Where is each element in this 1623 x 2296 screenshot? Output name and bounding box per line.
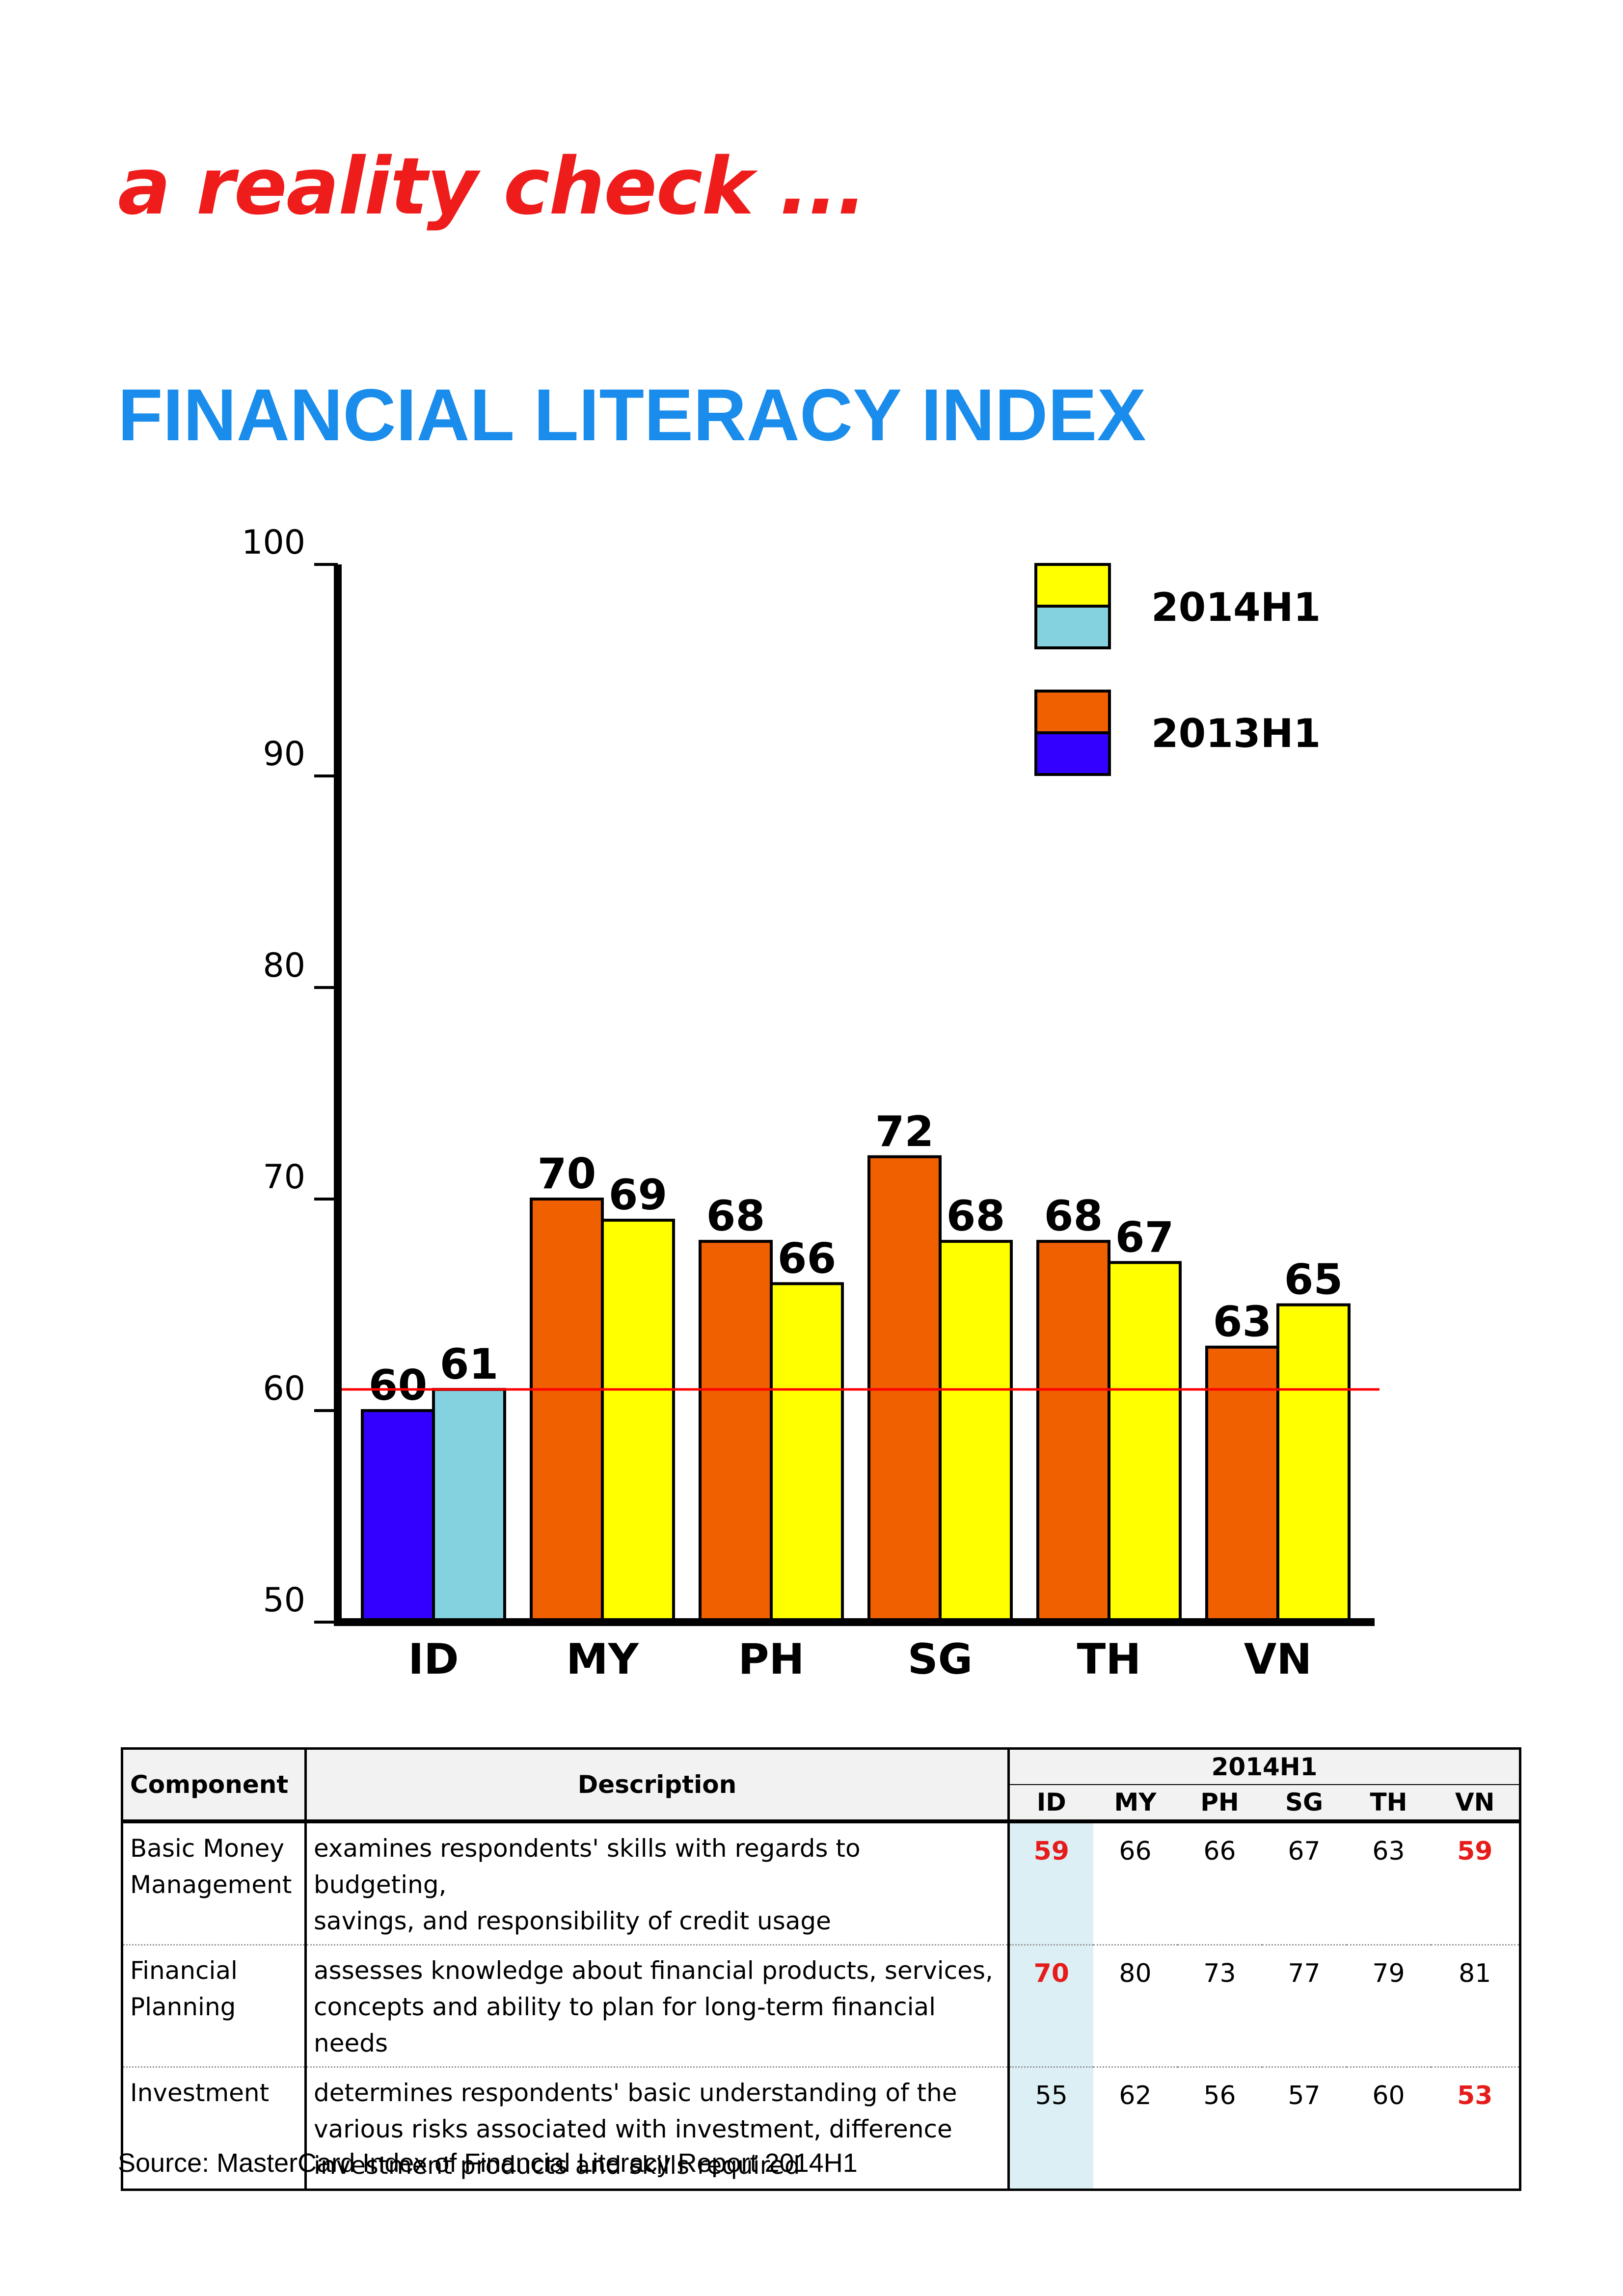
header-country-th: TH — [1346, 1785, 1431, 1823]
data-label: 66 — [778, 1234, 837, 1283]
data-label: 70 — [538, 1149, 596, 1199]
value-cell: 66 — [1177, 1821, 1262, 1946]
data-label: 63 — [1213, 1298, 1272, 1347]
value-cell: 60 — [1346, 2067, 1431, 2191]
value-cell: 81 — [1431, 1945, 1522, 2068]
components-table: Component Description 2014H1 ID MY PH SG TH V… — [121, 1747, 1522, 2191]
x-category-label: SG — [908, 1635, 973, 1684]
x-category-label: VN — [1244, 1635, 1312, 1684]
bar-th-2014h1 — [1108, 1261, 1182, 1624]
header-country-ph: PH — [1177, 1785, 1262, 1823]
value-cell: 77 — [1262, 1945, 1347, 2068]
data-label: 61 — [440, 1340, 499, 1389]
bar-sg-2014h1 — [939, 1240, 1013, 1624]
value-cell: 55 — [1008, 2067, 1093, 2191]
legend-label-2013: 2013H1 — [1151, 711, 1321, 756]
legend-swatch-2014-bottom — [1034, 605, 1111, 649]
header-country-id: ID — [1007, 1785, 1093, 1823]
value-cell: 62 — [1093, 2067, 1178, 2191]
data-label: 72 — [875, 1107, 934, 1156]
page-heading: a reality check ... — [118, 140, 867, 232]
data-label: 68 — [947, 1192, 1005, 1241]
bar-id-2014h1 — [432, 1388, 506, 1624]
value-cell: 70 — [1008, 1945, 1093, 2068]
bar-ph-2013h1 — [699, 1240, 773, 1624]
x-category-label: TH — [1077, 1635, 1141, 1684]
value-cell: 80 — [1093, 1945, 1178, 2068]
table-row: Investment determines respondents' basic … — [121, 2067, 1522, 2191]
table-row: Basic Money Management examines respondent… — [121, 1821, 1522, 1946]
header-description: Description — [304, 1747, 1010, 1823]
bar-th-2013h1 — [1036, 1240, 1110, 1624]
y-tick-label: 80 — [263, 946, 305, 985]
value-cell: 57 — [1262, 2067, 1347, 2191]
description-cell: assesses knowledge about financial produ… — [305, 1945, 1010, 2068]
value-cell: 67 — [1262, 1821, 1347, 1946]
data-label: 60 — [369, 1361, 428, 1410]
x-category-label: ID — [408, 1635, 459, 1684]
header-group: 2014H1 — [1007, 1747, 1522, 1785]
y-tick-label: 70 — [263, 1158, 305, 1197]
value-cell: 73 — [1177, 1945, 1262, 2068]
value-cell: 79 — [1346, 1945, 1431, 2068]
description-cell: examines respondents' skills with regard… — [305, 1821, 1010, 1946]
legend-swatch-2014-top — [1034, 563, 1111, 608]
bar-ph-2014h1 — [770, 1282, 844, 1624]
legend-swatch-2013-bottom — [1034, 731, 1111, 776]
data-label: 68 — [1044, 1192, 1103, 1241]
value-cell: 56 — [1177, 2067, 1262, 2191]
component-cell: Investment — [121, 2067, 307, 2191]
header-country-vn: VN — [1431, 1785, 1522, 1823]
y-tick-label: 60 — [263, 1369, 305, 1408]
description-cell: determines respondents' basic understand… — [305, 2067, 1010, 2191]
bar-my-2014h1 — [601, 1219, 675, 1624]
component-cell: Basic Money Management — [121, 1821, 307, 1946]
value-cell: 59 — [1008, 1821, 1093, 1946]
table-row: Financial Planning assesses knowledge abou… — [121, 1945, 1522, 2068]
component-cell: Financial Planning — [121, 1945, 307, 2068]
chart-title: FINANCIAL LITERACY INDEX — [118, 374, 1146, 456]
data-label: 65 — [1284, 1255, 1343, 1305]
value-cell: 63 — [1346, 1821, 1431, 1946]
source-note: Source: MasterCard Index of Financial Li… — [118, 2148, 858, 2178]
value-cell: 66 — [1093, 1821, 1178, 1946]
data-label: 69 — [609, 1171, 668, 1220]
value-cell: 59 — [1431, 1821, 1522, 1946]
x-category-label: MY — [566, 1635, 640, 1684]
legend-swatch-2013-top — [1034, 690, 1111, 734]
data-label: 67 — [1115, 1213, 1174, 1262]
y-tick-label: 100 — [242, 523, 305, 562]
header-country-my: MY — [1093, 1785, 1178, 1823]
y-tick-label: 90 — [263, 735, 305, 774]
x-category-label: PH — [738, 1635, 804, 1684]
y-tick-label: 50 — [263, 1581, 305, 1620]
legend-label-2014: 2014H1 — [1151, 585, 1321, 630]
header-component: Component — [121, 1747, 307, 1823]
value-cell: 53 — [1431, 2067, 1522, 2191]
bar-my-2013h1 — [530, 1198, 604, 1624]
bar-id-2013h1 — [361, 1409, 435, 1624]
data-label: 68 — [706, 1192, 765, 1241]
bar-vn-2014h1 — [1276, 1303, 1351, 1624]
header-country-sg: SG — [1262, 1785, 1347, 1823]
